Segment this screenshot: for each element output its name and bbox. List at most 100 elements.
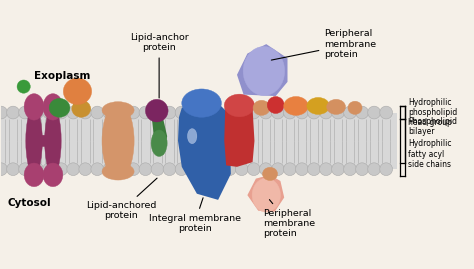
Ellipse shape xyxy=(284,97,308,115)
Circle shape xyxy=(380,163,392,176)
Circle shape xyxy=(211,163,224,176)
Polygon shape xyxy=(247,175,284,212)
Circle shape xyxy=(127,163,140,176)
Ellipse shape xyxy=(64,78,91,105)
Ellipse shape xyxy=(49,98,70,117)
Ellipse shape xyxy=(348,101,362,114)
Text: Cytosol: Cytosol xyxy=(8,198,51,208)
Circle shape xyxy=(344,163,356,176)
Text: Peripheral
membrane
protein: Peripheral membrane protein xyxy=(271,29,376,60)
Text: Hydrophilic
phospholipid
head group: Hydrophilic phospholipid head group xyxy=(408,98,457,128)
Ellipse shape xyxy=(263,167,278,180)
Circle shape xyxy=(344,106,356,119)
Circle shape xyxy=(18,106,31,119)
Ellipse shape xyxy=(102,163,134,180)
Polygon shape xyxy=(151,112,167,155)
Circle shape xyxy=(223,106,236,119)
Circle shape xyxy=(380,106,392,119)
Ellipse shape xyxy=(224,94,255,117)
Ellipse shape xyxy=(307,97,329,114)
Circle shape xyxy=(356,106,368,119)
Circle shape xyxy=(187,163,200,176)
Circle shape xyxy=(43,106,55,119)
Circle shape xyxy=(31,163,44,176)
Circle shape xyxy=(356,163,368,176)
Circle shape xyxy=(115,106,128,119)
Circle shape xyxy=(368,106,381,119)
Circle shape xyxy=(187,106,200,119)
Circle shape xyxy=(283,163,296,176)
Bar xyxy=(1,112,398,169)
Circle shape xyxy=(7,106,19,119)
Circle shape xyxy=(283,106,296,119)
Circle shape xyxy=(199,106,212,119)
Ellipse shape xyxy=(267,97,284,114)
Ellipse shape xyxy=(102,102,134,119)
Circle shape xyxy=(259,106,272,119)
Circle shape xyxy=(295,106,308,119)
Polygon shape xyxy=(178,102,231,200)
Circle shape xyxy=(319,106,332,119)
Circle shape xyxy=(103,163,116,176)
Circle shape xyxy=(259,163,272,176)
Ellipse shape xyxy=(252,178,281,212)
Circle shape xyxy=(55,106,68,119)
Ellipse shape xyxy=(17,80,30,93)
Circle shape xyxy=(223,163,236,176)
Circle shape xyxy=(67,163,80,176)
Circle shape xyxy=(319,163,332,176)
Ellipse shape xyxy=(24,94,44,120)
Circle shape xyxy=(139,163,152,176)
Circle shape xyxy=(236,163,248,176)
Text: Peripheral
membrane
protein: Peripheral membrane protein xyxy=(263,200,315,238)
Circle shape xyxy=(0,106,8,119)
Ellipse shape xyxy=(35,135,52,147)
Circle shape xyxy=(115,163,128,176)
Circle shape xyxy=(199,163,212,176)
Text: Phospholipid
bilayer: Phospholipid bilayer xyxy=(408,117,457,136)
Polygon shape xyxy=(237,44,288,96)
Ellipse shape xyxy=(243,47,285,95)
Ellipse shape xyxy=(253,100,270,115)
Circle shape xyxy=(31,106,44,119)
Circle shape xyxy=(67,106,80,119)
Circle shape xyxy=(247,106,260,119)
Circle shape xyxy=(247,163,260,176)
Circle shape xyxy=(211,106,224,119)
Ellipse shape xyxy=(43,163,63,187)
Circle shape xyxy=(332,163,345,176)
Circle shape xyxy=(236,106,248,119)
Circle shape xyxy=(163,106,176,119)
Ellipse shape xyxy=(72,100,91,117)
Circle shape xyxy=(272,106,284,119)
Ellipse shape xyxy=(102,102,134,180)
Circle shape xyxy=(151,163,164,176)
Circle shape xyxy=(79,106,91,119)
Circle shape xyxy=(368,163,381,176)
Circle shape xyxy=(0,163,8,176)
Circle shape xyxy=(139,106,152,119)
Ellipse shape xyxy=(26,107,42,175)
Circle shape xyxy=(43,163,55,176)
Circle shape xyxy=(163,163,176,176)
Circle shape xyxy=(18,163,31,176)
Ellipse shape xyxy=(43,94,63,120)
Circle shape xyxy=(127,106,140,119)
Text: Hydrophilic
fatty acyl
side chains: Hydrophilic fatty acyl side chains xyxy=(408,139,452,169)
Text: Exoplasm: Exoplasm xyxy=(34,70,91,81)
Text: Lipid-anchored
protein: Lipid-anchored protein xyxy=(86,178,157,220)
Polygon shape xyxy=(224,109,255,167)
Circle shape xyxy=(308,163,320,176)
Circle shape xyxy=(55,163,68,176)
Ellipse shape xyxy=(151,130,167,157)
Ellipse shape xyxy=(327,99,346,114)
Circle shape xyxy=(91,163,104,176)
Circle shape xyxy=(308,106,320,119)
Ellipse shape xyxy=(146,99,168,122)
Ellipse shape xyxy=(182,89,221,117)
Circle shape xyxy=(103,106,116,119)
Circle shape xyxy=(7,163,19,176)
Text: Lipid-anchor
protein: Lipid-anchor protein xyxy=(130,33,189,98)
Text: Integral membrane
protein: Integral membrane protein xyxy=(148,198,240,233)
Circle shape xyxy=(272,163,284,176)
